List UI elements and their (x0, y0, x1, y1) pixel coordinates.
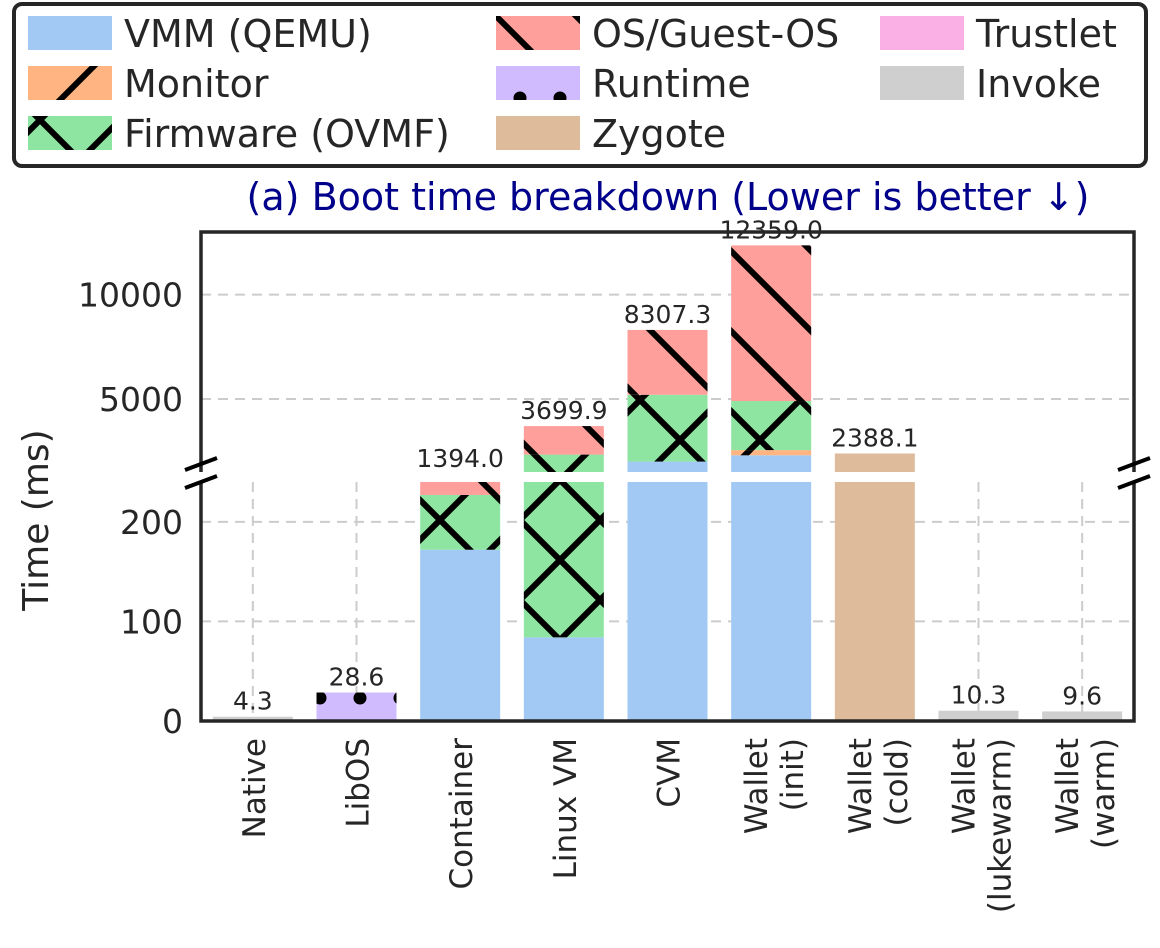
x-tick-line1-5: Wallet (739, 738, 775, 834)
bar-2-os-guest-os-lower-hatch (420, 482, 501, 495)
total-label-7: 10.3 (951, 681, 1007, 710)
legend-item-5: Zygote (496, 112, 726, 156)
x-tick-line1-8: Wallet (1050, 738, 1086, 834)
bar-0-invoke (212, 716, 293, 721)
x-tick-2: Container (444, 738, 480, 890)
bar-5-os-guest-os-upper-hatch (731, 245, 812, 402)
legend-item-6: Trustlet (880, 12, 1117, 56)
legend-swatch-7 (880, 66, 964, 100)
total-label-2: 1394.0 (416, 444, 503, 473)
x-tick-3: Linux VM (548, 738, 584, 879)
y-tick-upper-0: 5000 (99, 380, 183, 419)
legend-item-0: VMM (QEMU) (28, 12, 372, 56)
y-tick-upper-1: 10000 (78, 276, 183, 315)
bar-3-vmm-qemu- (523, 637, 604, 721)
bar-7-invoke (938, 710, 1019, 721)
legend-hatch-2 (28, 116, 112, 150)
legend-hatch-1 (28, 66, 112, 100)
legend-swatch-6 (880, 16, 964, 50)
legend-label-7: Invoke (976, 62, 1101, 106)
total-label-1: 28.6 (329, 663, 385, 692)
x-tick-line1-4: CVM (652, 738, 688, 808)
legend-item-7: Invoke (880, 62, 1101, 106)
y-tick-lower-2: 200 (120, 503, 183, 542)
y-tick-lower-1: 100 (120, 602, 183, 641)
total-label-5: 12359.0 (719, 215, 822, 244)
upper-panel-frame (199, 230, 1136, 472)
legend-label-6: Trustlet (975, 12, 1117, 56)
lower-panel-frame (199, 482, 1136, 723)
bar-4-os-guest-os-upper-hatch (627, 329, 708, 395)
break-mark-right (1117, 456, 1151, 490)
x-tick-0: Native (237, 738, 273, 838)
x-tick-line1-7: Wallet (947, 738, 983, 834)
legend-label-1: Monitor (124, 62, 269, 106)
legend-label-4: Runtime (592, 62, 751, 106)
x-tick-1: LibOS (341, 738, 377, 828)
bar-5-monitor-upper-hatch (731, 450, 812, 456)
bar-4-firmware-ovmf--upper-hatch (627, 394, 708, 462)
x-tick-line1-2: Container (444, 738, 480, 890)
total-label-6: 2388.1 (831, 423, 918, 452)
legend-label-5: Zygote (592, 112, 726, 156)
legend-hatch-3 (496, 16, 580, 50)
legend-item-3: OS/Guest-OS (496, 12, 839, 56)
bar-3-firmware-ovmf--upper-hatch (523, 454, 604, 472)
total-label-8: 9.6 (1062, 681, 1102, 710)
x-tick-5: Wallet (init) (739, 738, 811, 834)
plot-area: 4.3 28.6 1394.0 3699.9 8307.3 12359.0 2388.1 10… (78, 215, 1151, 913)
bar-3-os-guest-os-upper-hatch (523, 426, 604, 455)
x-tick-4: CVM (652, 738, 688, 808)
bars (212, 245, 1123, 721)
x-tick-line2-7: (lukewarm) (983, 738, 1019, 913)
legend-swatch-5 (496, 116, 580, 150)
x-tick-8: Wallet (warm) (1050, 738, 1122, 849)
y-tick-lower-0: 0 (162, 702, 183, 741)
bar-2-vmm-qemu- (420, 549, 501, 721)
legend-hatch-4 (496, 66, 580, 100)
x-tick-line1-0: Native (237, 738, 273, 838)
chart-title: (a) Boot time breakdown (Lower is better… (247, 175, 1090, 219)
legend-item-2: Firmware (OVMF) (28, 112, 450, 156)
legend-label-3: OS/Guest-OS (592, 12, 839, 56)
axes-frame (184, 230, 1151, 723)
x-tick-6: Wallet (cold) (843, 738, 915, 834)
bar-4-vmm-qemu--upper (627, 461, 708, 472)
legend-label-2: Firmware (OVMF) (124, 112, 450, 156)
bar-2-firmware-ovmf--hatch (420, 494, 501, 550)
legend-item-1: Monitor (28, 62, 269, 106)
legend: VMM (QEMU) Monitor Firmware (OVMF) OS/Guest… (28, 12, 1117, 156)
bar-6-zygote-upper (834, 453, 915, 472)
bar-3-firmware-ovmf--lower-hatch (523, 482, 604, 638)
total-label-4: 8307.3 (624, 300, 711, 329)
y-axis-label: Time (ms) (16, 429, 57, 611)
bar-5-vmm-qemu--upper (731, 455, 812, 472)
bar-1-runtime-hatch (316, 692, 397, 721)
bar-5-firmware-ovmf--upper-hatch (731, 401, 812, 451)
x-tick-line1-3: Linux VM (548, 738, 584, 879)
bar-6-zygote-lower (834, 482, 915, 721)
x-tick-labels: Native LibOS Container Linux VM CVM Wallet (in… (237, 738, 1122, 913)
x-tick-line1-1: LibOS (341, 738, 377, 828)
x-tick-line1-6: Wallet (843, 738, 879, 834)
break-mark-left (184, 456, 218, 490)
x-tick-line2-5: (init) (775, 738, 811, 811)
x-tick-line2-6: (cold) (879, 738, 915, 827)
bar-4-vmm-qemu--lower (627, 482, 708, 721)
x-tick-7: Wallet (lukewarm) (947, 738, 1019, 913)
total-label-0: 4.3 (233, 687, 273, 716)
total-labels: 4.3 28.6 1394.0 3699.9 8307.3 12359.0 2388.1 10… (233, 215, 1102, 715)
legend-item-4: Runtime (496, 62, 751, 106)
legend-label-0: VMM (QEMU) (124, 12, 372, 56)
bar-8-invoke (1042, 711, 1123, 721)
total-label-3: 3699.9 (520, 396, 607, 425)
y-tick-labels: 0 100 200 5000 10000 (78, 276, 183, 741)
axis-break-band (201, 472, 1134, 482)
x-tick-line2-8: (warm) (1086, 738, 1122, 849)
bar-5-vmm-qemu--lower (731, 482, 812, 721)
legend-swatch-0 (28, 16, 112, 50)
